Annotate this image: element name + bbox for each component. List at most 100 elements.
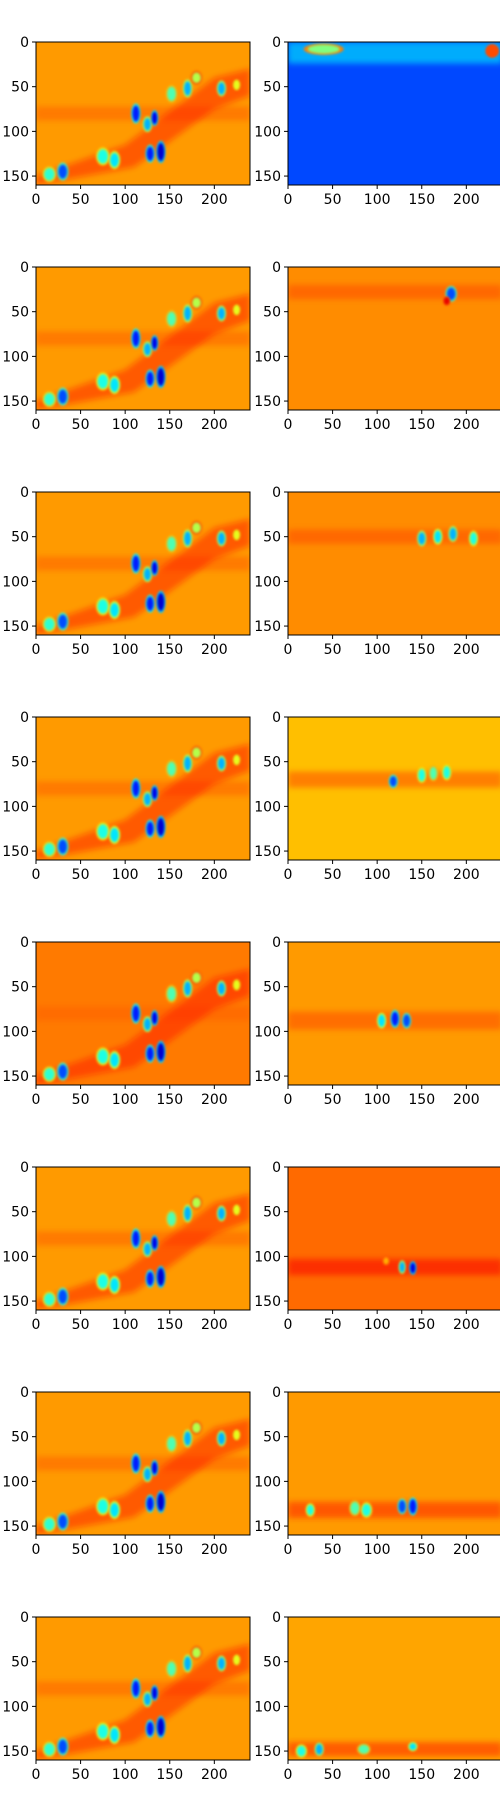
heatmap-feature	[233, 979, 241, 991]
heatmap-feature	[192, 747, 201, 759]
y-tick-label: 0	[272, 1160, 281, 1176]
heatmap-feature	[315, 1743, 323, 1755]
subplot-r7-c0: 0 50 100 150 200 0 50 100 150	[2, 1610, 251, 1783]
axes-frame	[287, 1391, 500, 1536]
heatmap-feature	[97, 824, 109, 839]
y-tick-label: 0	[272, 935, 281, 951]
heatmap-image	[288, 492, 500, 635]
subplot-r4-c1: 0 50 100 150 200 0 50 100 150	[254, 935, 500, 1108]
x-tick-label: 100	[112, 867, 139, 883]
heatmap-feature	[132, 1005, 140, 1022]
y-tick-label: 150	[254, 1069, 281, 1085]
subplot-r6-c0: 0 50 100 150 200 0 50 100 150	[2, 1385, 251, 1558]
heatmap-image	[36, 1392, 250, 1535]
heatmap-feature	[418, 532, 426, 545]
heatmap-image	[288, 267, 500, 410]
heatmap-feature	[58, 1064, 68, 1079]
x-tick-label: 100	[112, 417, 139, 433]
heatmap-band	[288, 1742, 500, 1757]
y-tick-label: 0	[20, 1610, 29, 1626]
heatmap-feature	[143, 792, 152, 806]
heatmap-feature	[44, 1518, 55, 1531]
heatmap-feature	[143, 1467, 152, 1481]
axes-frame	[35, 1166, 251, 1311]
heatmap-feature	[217, 982, 226, 995]
heatmap-feature	[143, 1242, 152, 1256]
heatmap-image	[36, 717, 250, 860]
heatmap-feature	[151, 1686, 158, 1700]
heatmap-feature	[143, 1017, 152, 1031]
heatmap-feature	[184, 1206, 192, 1221]
heatmap-band	[36, 1681, 250, 1696]
x-tick-label: 100	[364, 642, 391, 658]
x-tick-label: 200	[201, 192, 228, 208]
heatmap-image	[36, 1617, 250, 1760]
x-tick-label: 150	[156, 867, 183, 883]
subplot-r3-c0: 0 50 100 150 200 0 50 100 150	[2, 710, 251, 883]
heatmap-feature	[110, 1052, 119, 1068]
heatmap-feature	[192, 1422, 201, 1434]
axes-frame	[35, 716, 251, 861]
heatmap-feature	[391, 1011, 399, 1027]
heatmap-image	[36, 492, 250, 635]
heatmap-feature	[143, 567, 152, 581]
heatmap-feature	[44, 393, 55, 406]
heatmap-feature	[151, 786, 158, 800]
y-tick-label: 0	[20, 1385, 29, 1401]
axes-frame	[287, 491, 500, 636]
y-tick-label: 100	[2, 1474, 29, 1490]
axes-frame	[35, 941, 251, 1086]
x-tick-label: 0	[32, 192, 41, 208]
y-tick-label: 150	[254, 394, 281, 410]
heatmap-feature	[44, 843, 55, 856]
axes-frame	[287, 41, 500, 186]
y-tick-label: 150	[2, 394, 29, 410]
axes-frame	[35, 266, 251, 411]
heatmap-feature	[167, 1211, 176, 1226]
heatmap-feature	[58, 389, 68, 404]
subplot-r5-c0: 0 50 100 150 200 0 50 100 150	[2, 1160, 251, 1333]
x-tick-label: 100	[112, 1767, 139, 1783]
y-tick-label: 150	[254, 1744, 281, 1760]
x-tick-label: 50	[324, 867, 342, 883]
x-tick-label: 100	[364, 1767, 391, 1783]
axes-frame	[35, 41, 251, 186]
heatmap-band	[288, 1259, 500, 1276]
x-tick-label: 200	[453, 1092, 480, 1108]
y-tick-label: 100	[2, 1699, 29, 1715]
heatmap-feature	[132, 1680, 140, 1697]
heatmap-feature	[233, 529, 241, 541]
heatmap-feature	[389, 775, 397, 787]
heatmap-feature	[44, 1068, 55, 1081]
y-tick-label: 100	[2, 124, 29, 140]
x-tick-label: 50	[72, 642, 90, 658]
heatmap-feature	[97, 374, 109, 389]
x-tick-label: 50	[324, 1542, 342, 1558]
heatmap-feature	[233, 1654, 241, 1666]
heatmap-feature	[217, 1657, 226, 1670]
heatmap-feature	[151, 1236, 158, 1250]
heatmap-feature	[167, 986, 176, 1001]
heatmap-diagonal-structure	[36, 968, 250, 1085]
heatmap-background	[288, 717, 500, 860]
y-tick-label: 150	[2, 1744, 29, 1760]
axes-frame	[287, 1616, 500, 1761]
subplot-r7-c1: 0 50 100 150 200 0 50 100 150	[254, 1610, 500, 1783]
heatmap-image	[288, 1167, 500, 1310]
y-tick-label: 50	[11, 1430, 29, 1446]
x-tick-label: 150	[408, 1317, 435, 1333]
y-tick-label: 50	[11, 530, 29, 546]
x-tick-label: 50	[72, 192, 90, 208]
x-tick-label: 150	[156, 1767, 183, 1783]
y-tick-label: 100	[2, 1024, 29, 1040]
x-tick-label: 200	[453, 1767, 480, 1783]
heatmap-feature	[167, 536, 176, 551]
heatmap-feature	[410, 1262, 416, 1274]
subplot-r2-c0: 0 50 100 150 200 0 50 100 150	[2, 485, 251, 658]
y-tick-label: 150	[2, 1294, 29, 1310]
y-tick-label: 100	[254, 349, 281, 365]
x-tick-label: 200	[201, 417, 228, 433]
subplot-r3-c1: 0 50 100 150 200 0 50 100 150	[254, 710, 500, 883]
x-tick-label: 100	[364, 417, 391, 433]
heatmap-feature	[233, 304, 241, 316]
